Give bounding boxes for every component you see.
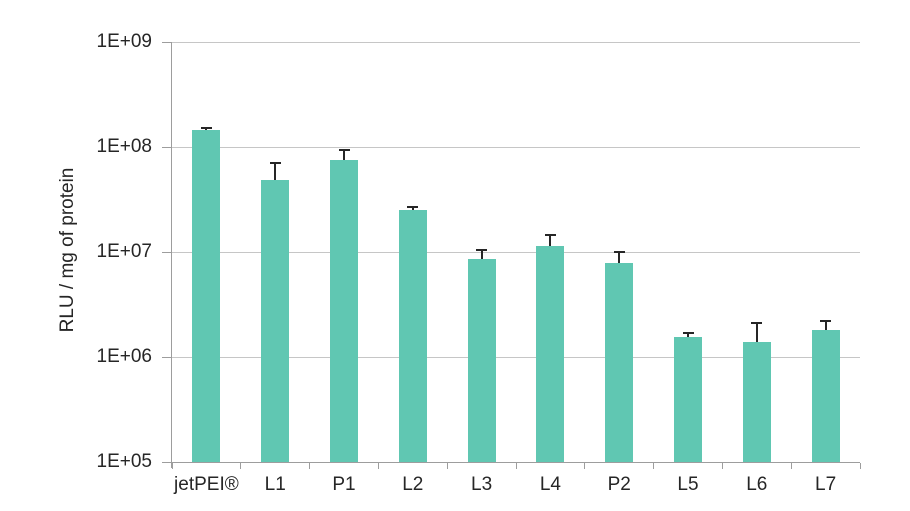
x-axis-line	[171, 462, 860, 463]
bar	[330, 160, 358, 462]
x-tick-label: L3	[471, 474, 493, 495]
error-bar-line	[411, 206, 414, 211]
error-bar-line	[274, 163, 277, 181]
x-tick	[309, 463, 311, 469]
x-tick-label: L7	[815, 474, 837, 495]
y-tick-label: 1E+08	[96, 136, 152, 157]
x-tick	[721, 463, 723, 469]
error-bar-cap	[682, 331, 694, 334]
bar	[536, 245, 565, 462]
error-bar-line	[343, 150, 345, 161]
error-bar-cap	[544, 234, 556, 237]
x-tick	[240, 463, 242, 469]
bar	[605, 262, 634, 462]
error-bar-line	[824, 321, 827, 331]
bar	[674, 337, 702, 462]
x-tick	[446, 463, 448, 469]
error-bar-cap	[407, 205, 419, 208]
error-bar-cap	[269, 162, 281, 165]
error-bar-line	[755, 323, 758, 342]
y-tick	[162, 461, 172, 463]
y-tick-label: 1E+05	[96, 451, 152, 472]
bar	[192, 130, 221, 462]
gridline	[172, 251, 860, 253]
x-tick-label: P1	[332, 474, 356, 495]
bar	[398, 210, 427, 462]
y-tick	[162, 146, 172, 148]
y-tick-label: 1E+09	[96, 31, 152, 52]
x-tick-label: jetPEI®	[174, 474, 239, 495]
y-tick-label: 1E+07	[96, 241, 152, 262]
gridline	[172, 41, 860, 43]
error-bar-line	[618, 252, 621, 263]
error-bar-line	[205, 127, 208, 131]
x-tick-label: L4	[539, 474, 561, 495]
y-tick-label: 1E+06	[96, 346, 152, 367]
bar	[811, 330, 840, 462]
bar	[261, 180, 290, 462]
bar	[742, 341, 771, 462]
x-tick	[377, 463, 379, 469]
x-tick-label: L6	[746, 474, 768, 495]
x-tick-label: L1	[264, 474, 286, 495]
y-tick	[162, 251, 172, 253]
x-tick	[171, 463, 173, 469]
x-axis-labels: jetPEI® L1 P1 L2 L3 L4 P2 L5 L6 L7	[172, 474, 860, 500]
x-tick	[859, 463, 861, 469]
gridline	[172, 356, 860, 358]
error-bar-cap	[200, 126, 212, 129]
y-axis-line	[171, 42, 172, 468]
x-tick	[584, 463, 586, 469]
error-bar-line	[549, 235, 552, 246]
error-bar-cap	[476, 248, 488, 251]
y-tick	[162, 41, 172, 43]
x-tick	[515, 463, 517, 469]
bar	[467, 258, 496, 462]
error-bar-line	[480, 249, 483, 259]
x-tick	[653, 463, 655, 469]
plot-area	[162, 41, 861, 469]
error-bar-cap	[820, 320, 832, 323]
error-bar-line	[687, 332, 689, 337]
gridline	[172, 146, 860, 148]
error-bar-cap	[613, 251, 625, 254]
error-bar-cap	[751, 322, 763, 325]
x-tick-label: P2	[607, 474, 631, 495]
x-tick-label: L5	[677, 474, 699, 495]
x-tick	[790, 463, 792, 469]
x-tick-label: L2	[402, 474, 424, 495]
error-bar-cap	[338, 149, 350, 152]
y-tick	[162, 356, 172, 358]
